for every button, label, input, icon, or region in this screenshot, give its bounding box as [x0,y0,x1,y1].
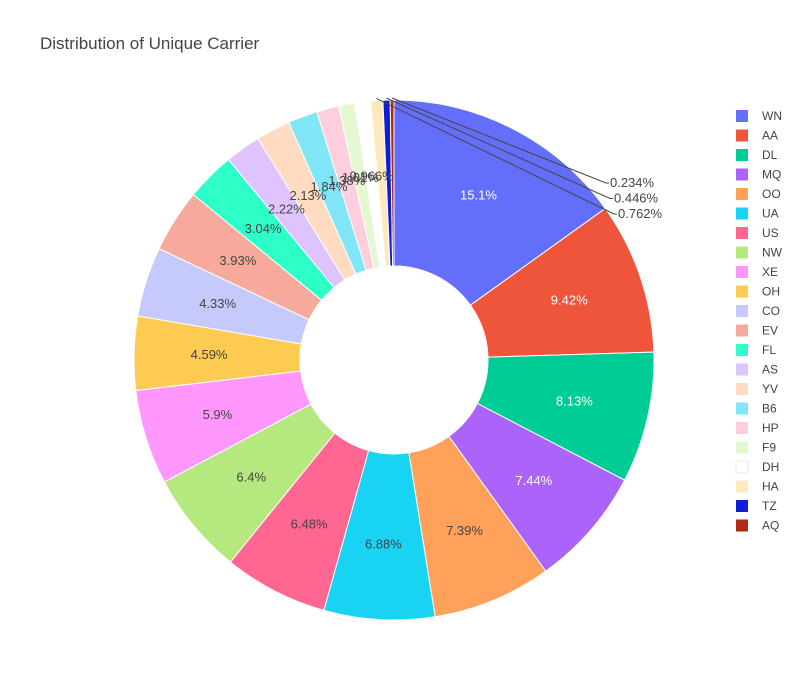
slice-label-dl: 8.13% [556,393,593,408]
legend-label-tz: TZ [762,499,777,513]
slice-label-us: 6.48% [291,516,328,531]
legend-swatch-us [736,227,748,239]
legend-item-co[interactable]: CO [736,304,780,318]
legend-swatch-ua [736,207,748,220]
slice-label-tz: 0.446% [614,191,659,206]
legend-label-dh: DH [762,460,779,474]
legend: WN AA DL MQ OO UA US NW XE OH CO EV FL AS YV B6 HP F9 DH HA… [735,109,783,533]
slice-label-oh: 4.59% [191,347,228,362]
legend-item-ua[interactable]: UA [736,207,779,221]
legend-swatch-f9 [736,441,748,454]
legend-swatch-as [736,363,748,376]
legend-swatch-tz [736,500,748,512]
slice-label-yv: 2.13% [289,188,326,203]
legend-label-dl: DL [762,148,778,162]
donut-slices [133,99,655,621]
slice-label-ev: 3.93% [219,253,256,268]
legend-swatch-fl [736,344,748,356]
legend-label-aa: AA [762,129,778,143]
legend-label-aq: AQ [762,519,779,533]
legend-label-ua: UA [762,207,779,221]
slice-label-co: 4.33% [199,296,236,311]
legend-label-xe: XE [762,265,778,279]
legend-label-hp: HP [762,421,779,435]
legend-swatch-xe [736,266,748,278]
legend-swatch-b6 [736,402,748,415]
legend-item-aa[interactable]: AA [736,129,778,143]
legend-label-nw: NW [762,246,783,260]
slice-label-fl: 3.04% [245,221,282,236]
legend-item-tz[interactable]: TZ [736,499,777,513]
legend-swatch-aq [736,519,748,532]
legend-item-b6[interactable]: B6 [736,402,777,416]
legend-item-aq[interactable]: AQ [736,519,779,533]
legend-item-ha[interactable]: HA [736,480,779,494]
legend-label-b6: B6 [762,402,777,416]
slice-label-dh: 0.966% [350,168,395,183]
legend-swatch-ha [736,480,748,493]
slice-label-ha: 0.762% [618,206,663,221]
legend-label-ev: EV [762,324,778,338]
legend-label-as: AS [762,363,778,377]
slice-label-b6: 1.84% [311,179,348,194]
legend-item-us[interactable]: US [736,226,779,240]
legend-swatch-wn [736,110,748,122]
legend-label-co: CO [762,304,780,318]
legend-label-ha: HA [762,480,779,494]
leader-line-aq [391,97,609,184]
legend-label-f9: F9 [762,441,776,455]
legend-item-dh[interactable]: DH [735,460,779,474]
slice-labels: 15.1% 9.42% 8.13% 7.44% 7.39% 6.88% 6.48% 6.4% 5… [191,97,663,552]
legend-swatch-oh [736,285,748,298]
slice-label-mq: 7.44% [515,473,552,488]
legend-swatch-hp [736,422,748,434]
legend-item-as[interactable]: AS [736,363,778,377]
legend-label-oo: OO [762,187,781,201]
slice-label-aa: 9.42% [551,293,588,308]
legend-item-yv[interactable]: YV [736,382,778,396]
legend-item-fl[interactable]: FL [736,343,776,357]
slice-label-as: 2.22% [268,201,305,216]
legend-swatch-nw [736,246,748,259]
legend-swatch-dh [735,460,749,474]
slice-label-nw: 6.4% [236,470,266,485]
legend-label-wn: WN [762,109,782,123]
slice-label-hp: 1.38% [328,173,365,188]
legend-swatch-yv [736,383,748,395]
legend-swatch-oo [736,188,748,200]
legend-item-mq[interactable]: MQ [736,168,781,182]
legend-swatch-mq [736,168,748,181]
legend-item-f9[interactable]: F9 [736,441,776,455]
legend-item-oo[interactable]: OO [736,187,781,201]
slice-aa[interactable] [469,207,655,358]
slice-label-ua: 6.88% [365,537,402,552]
legend-item-nw[interactable]: NW [736,246,783,260]
slice-wn[interactable] [393,99,606,306]
slice-label-oo: 7.39% [446,523,483,538]
legend-swatch-aa [736,129,748,142]
legend-swatch-ev [736,324,748,337]
legend-label-oh: OH [762,285,780,299]
leader-line-ha [376,98,617,215]
chart-title: Distribution of Unique Carrier [40,34,260,53]
legend-label-fl: FL [762,343,776,357]
slice-label-aq: 0.234% [610,175,655,190]
slice-label-f9: 1.01% [342,170,379,185]
legend-label-mq: MQ [762,168,781,182]
legend-item-xe[interactable]: XE [736,265,778,279]
legend-label-us: US [762,226,779,240]
legend-item-wn[interactable]: WN [736,109,782,123]
legend-item-hp[interactable]: HP [736,421,779,435]
legend-item-dl[interactable]: DL [736,148,778,162]
legend-swatch-co [736,305,748,317]
legend-item-ev[interactable]: EV [736,324,778,338]
slice-label-xe: 5.9% [203,407,233,422]
legend-label-yv: YV [762,382,778,396]
legend-swatch-dl [736,149,748,161]
slice-label-wn: 15.1% [460,187,497,202]
legend-item-oh[interactable]: OH [736,285,780,299]
leader-line-tz [386,97,613,199]
